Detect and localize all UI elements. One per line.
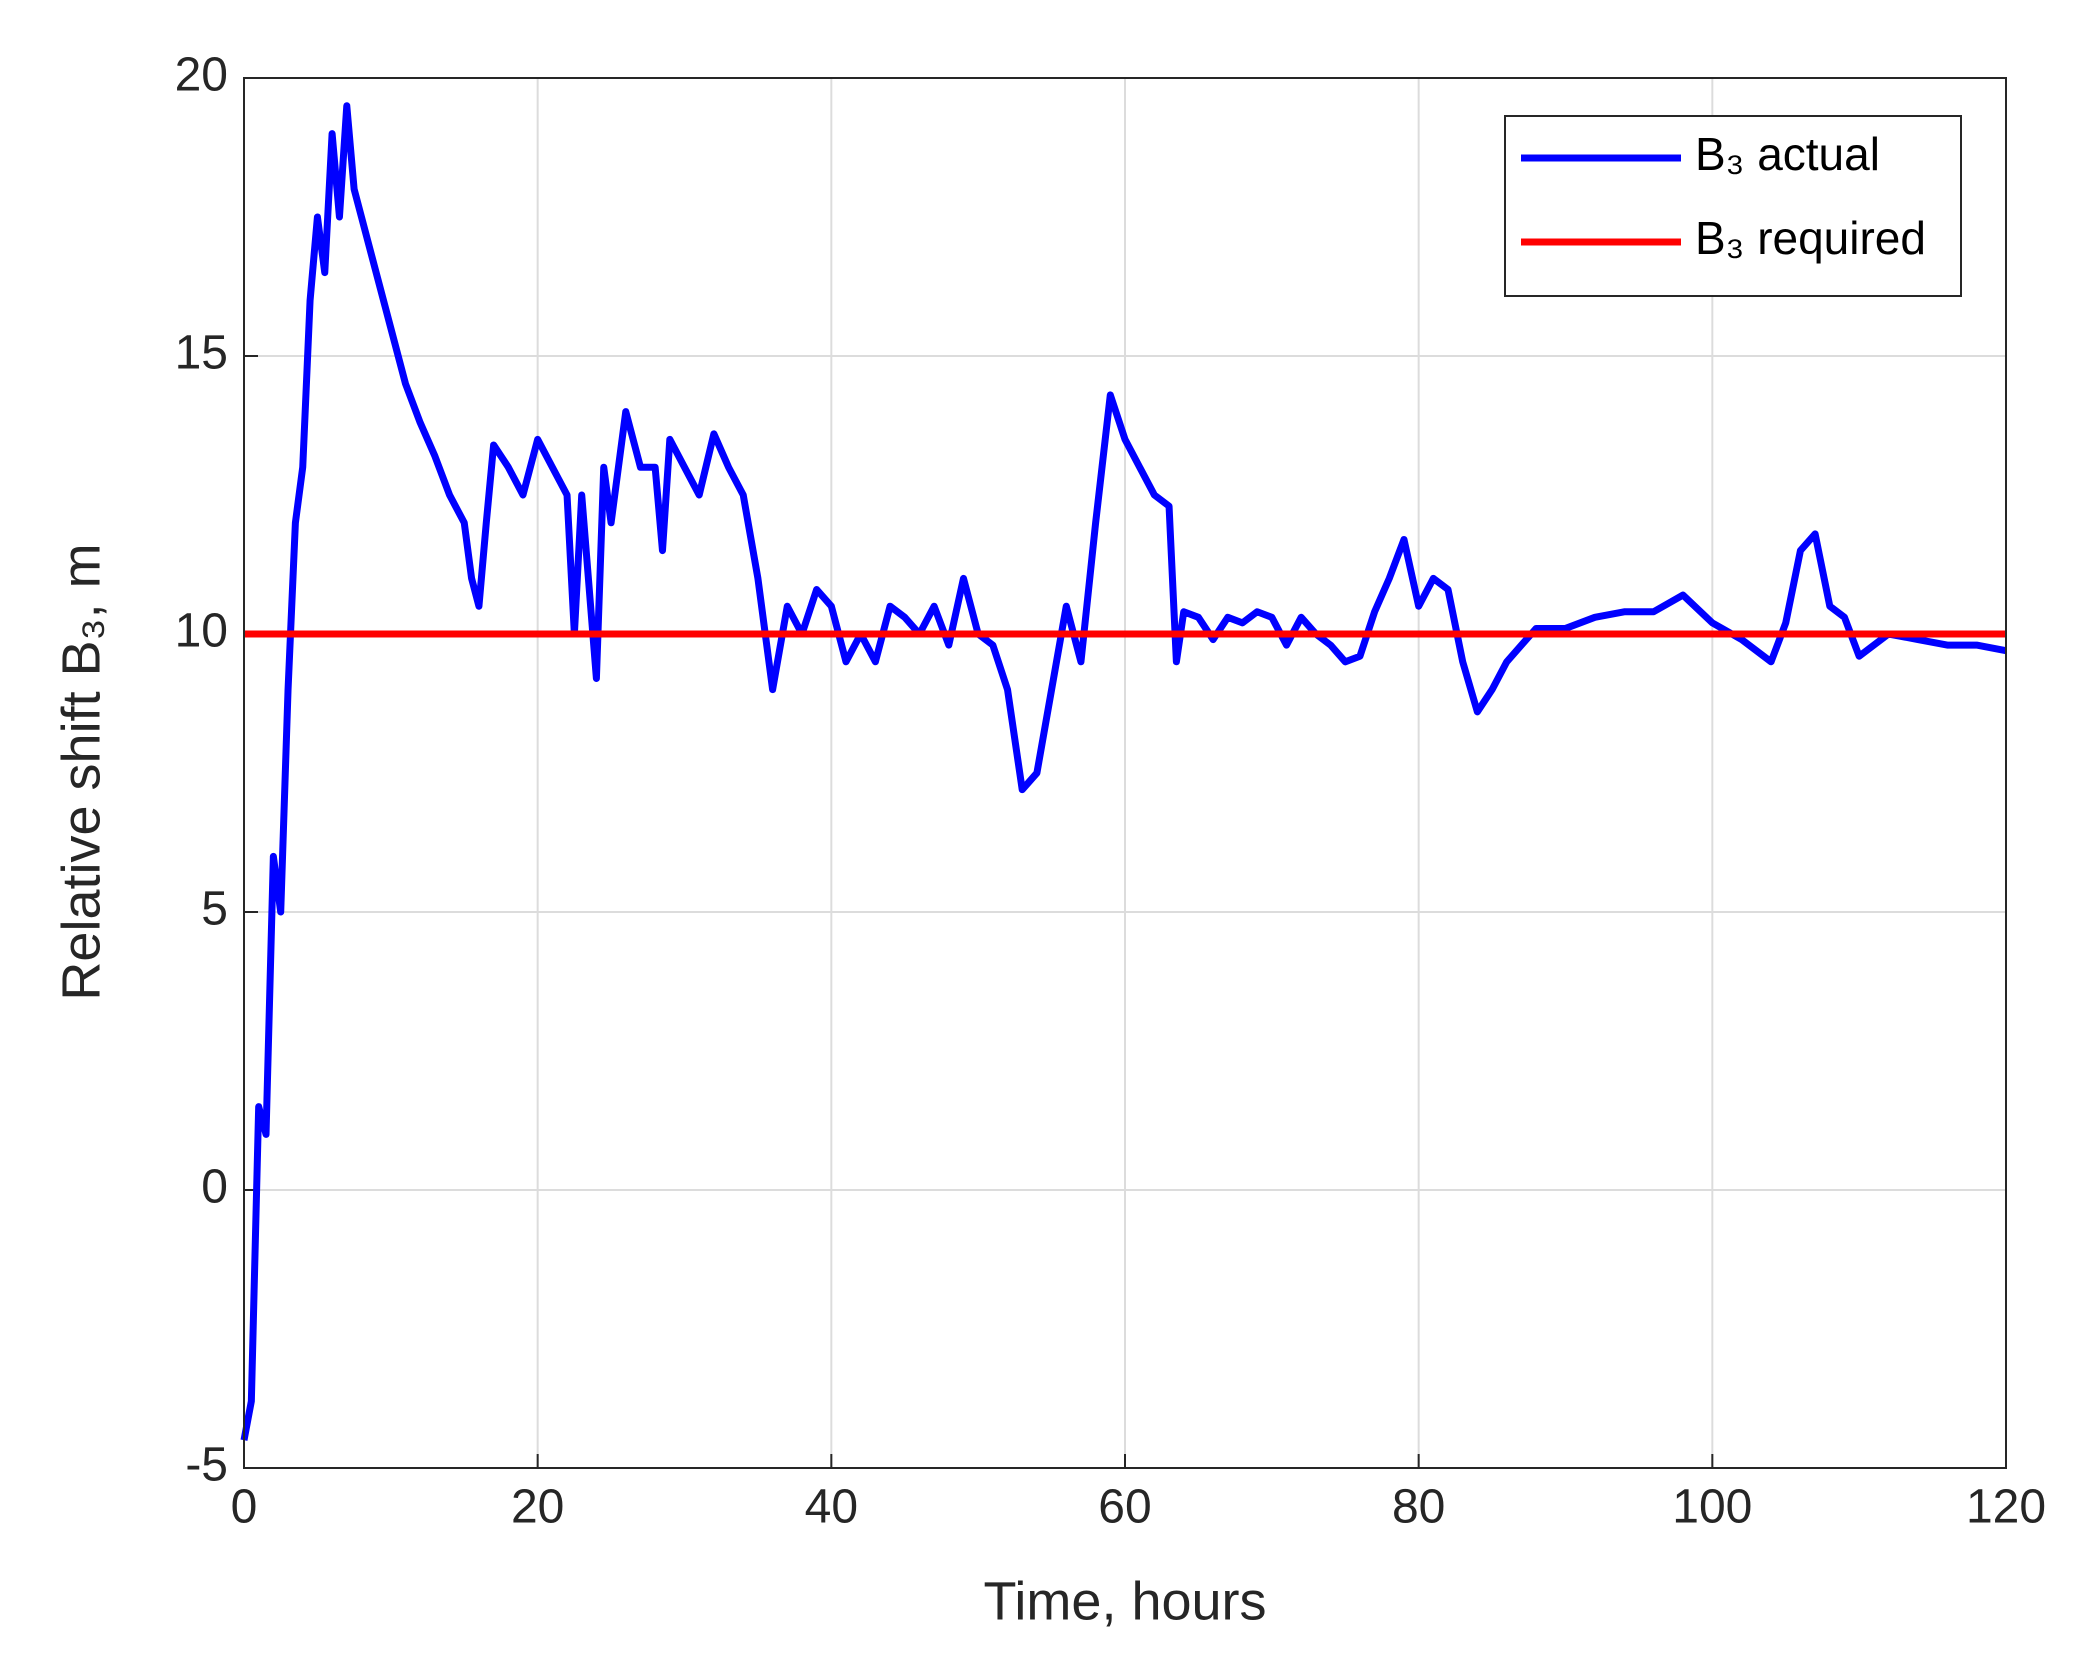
data-line — [240, 102, 2007, 1441]
x-tick-label: 120 — [1966, 1481, 2046, 1534]
x-axis-label: Time, hours — [983, 1571, 1266, 1631]
y-tick-label: 5 — [201, 883, 228, 936]
y-tick-label: 0 — [201, 1161, 228, 1214]
y-tick-label: 20 — [175, 49, 228, 102]
plot-border — [243, 77, 2007, 1469]
x-tick-label: 100 — [1672, 1481, 1752, 1534]
x-tick-label: 80 — [1392, 1481, 1445, 1534]
legend-label: B₃ required — [1695, 212, 1926, 264]
y-tick-label: 10 — [175, 605, 228, 658]
legend-label: B₃ actual — [1695, 128, 1880, 180]
y-axis-label: Relative shift B₃, m — [51, 543, 111, 1000]
x-tick-label: 20 — [511, 1481, 564, 1534]
y-tick-label: -5 — [185, 1439, 228, 1492]
x-tick-label: 40 — [805, 1481, 858, 1534]
x-tick-label: 60 — [1098, 1481, 1151, 1534]
x-tick-label: 0 — [231, 1481, 258, 1534]
legend-box — [1504, 115, 1962, 297]
y-tick-label: 15 — [175, 327, 228, 380]
